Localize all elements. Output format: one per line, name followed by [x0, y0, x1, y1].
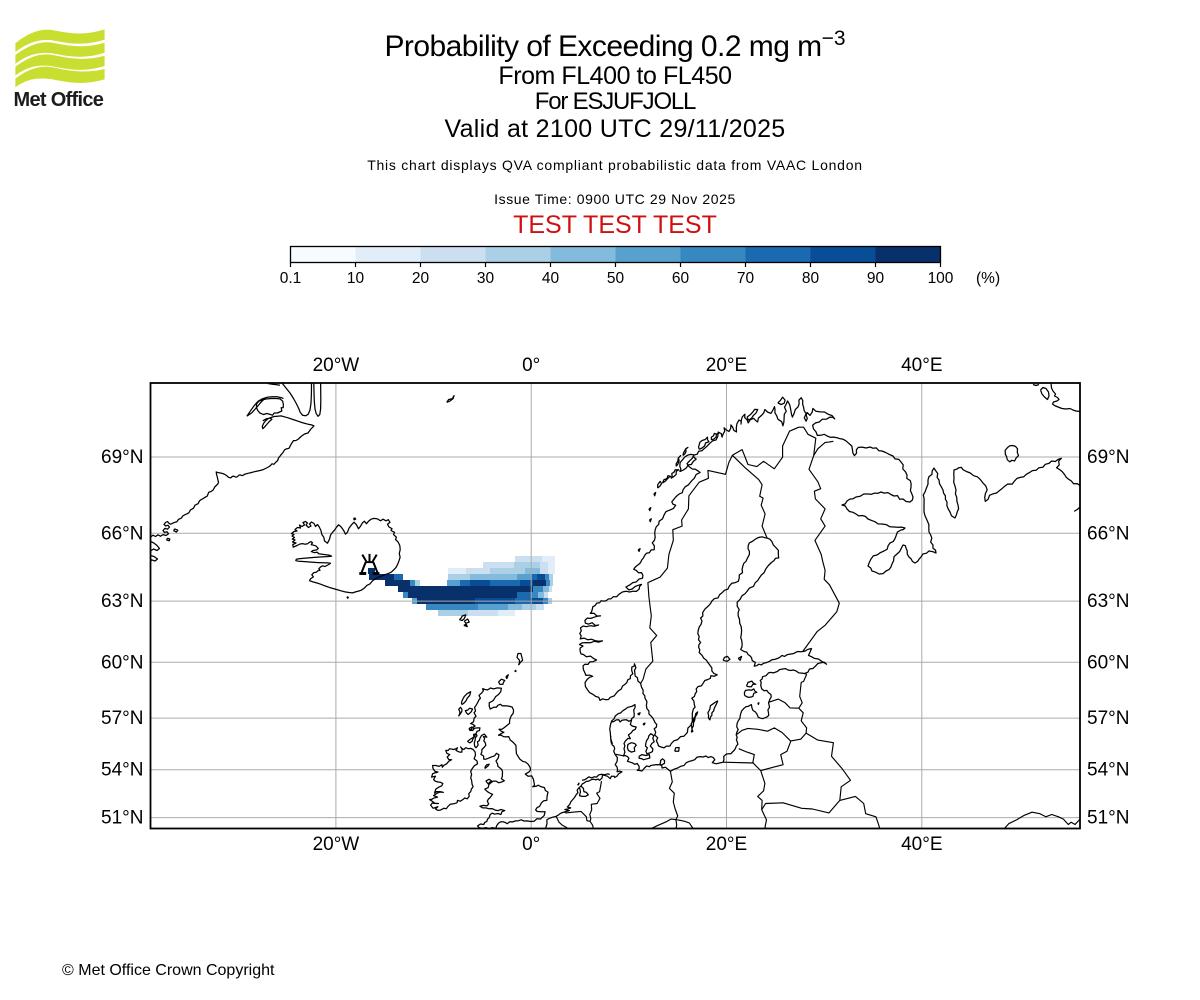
svg-text:69°N: 69°N — [101, 447, 143, 468]
svg-text:60: 60 — [672, 270, 690, 287]
svg-text:57°N: 57°N — [1087, 708, 1129, 729]
svg-text:40°E: 40°E — [901, 355, 942, 376]
svg-text:0.1: 0.1 — [280, 270, 302, 287]
svg-text:© Met Office Crown Copyright: © Met Office Crown Copyright — [62, 962, 275, 979]
svg-text:66°N: 66°N — [101, 523, 143, 544]
svg-text:100: 100 — [928, 270, 954, 287]
svg-text:20°E: 20°E — [706, 834, 747, 855]
svg-text:51°N: 51°N — [1087, 808, 1129, 829]
svg-text:20°W: 20°W — [313, 834, 360, 855]
svg-text:(%): (%) — [976, 270, 1000, 287]
svg-text:60°N: 60°N — [101, 652, 143, 673]
svg-text:60°N: 60°N — [1087, 652, 1129, 673]
svg-text:90: 90 — [867, 270, 885, 287]
svg-text:57°N: 57°N — [101, 708, 143, 729]
svg-text:Met Office: Met Office — [14, 89, 104, 111]
svg-text:69°N: 69°N — [1087, 447, 1129, 468]
svg-text:0°: 0° — [522, 355, 540, 376]
svg-text:51°N: 51°N — [101, 808, 143, 829]
svg-text:80: 80 — [802, 270, 820, 287]
svg-text:66°N: 66°N — [1087, 523, 1129, 544]
svg-text:20°W: 20°W — [313, 355, 360, 376]
svg-text:70: 70 — [737, 270, 755, 287]
svg-text:40: 40 — [542, 270, 560, 287]
svg-text:54°N: 54°N — [1087, 760, 1129, 781]
svg-text:10: 10 — [347, 270, 365, 287]
svg-text:50: 50 — [607, 270, 625, 287]
svg-text:63°N: 63°N — [101, 591, 143, 612]
svg-text:63°N: 63°N — [1087, 591, 1129, 612]
svg-text:54°N: 54°N — [101, 760, 143, 781]
svg-text:20°E: 20°E — [706, 355, 747, 376]
svg-text:20: 20 — [412, 270, 430, 287]
svg-text:30: 30 — [477, 270, 495, 287]
svg-text:40°E: 40°E — [901, 834, 942, 855]
svg-text:0°: 0° — [522, 834, 540, 855]
